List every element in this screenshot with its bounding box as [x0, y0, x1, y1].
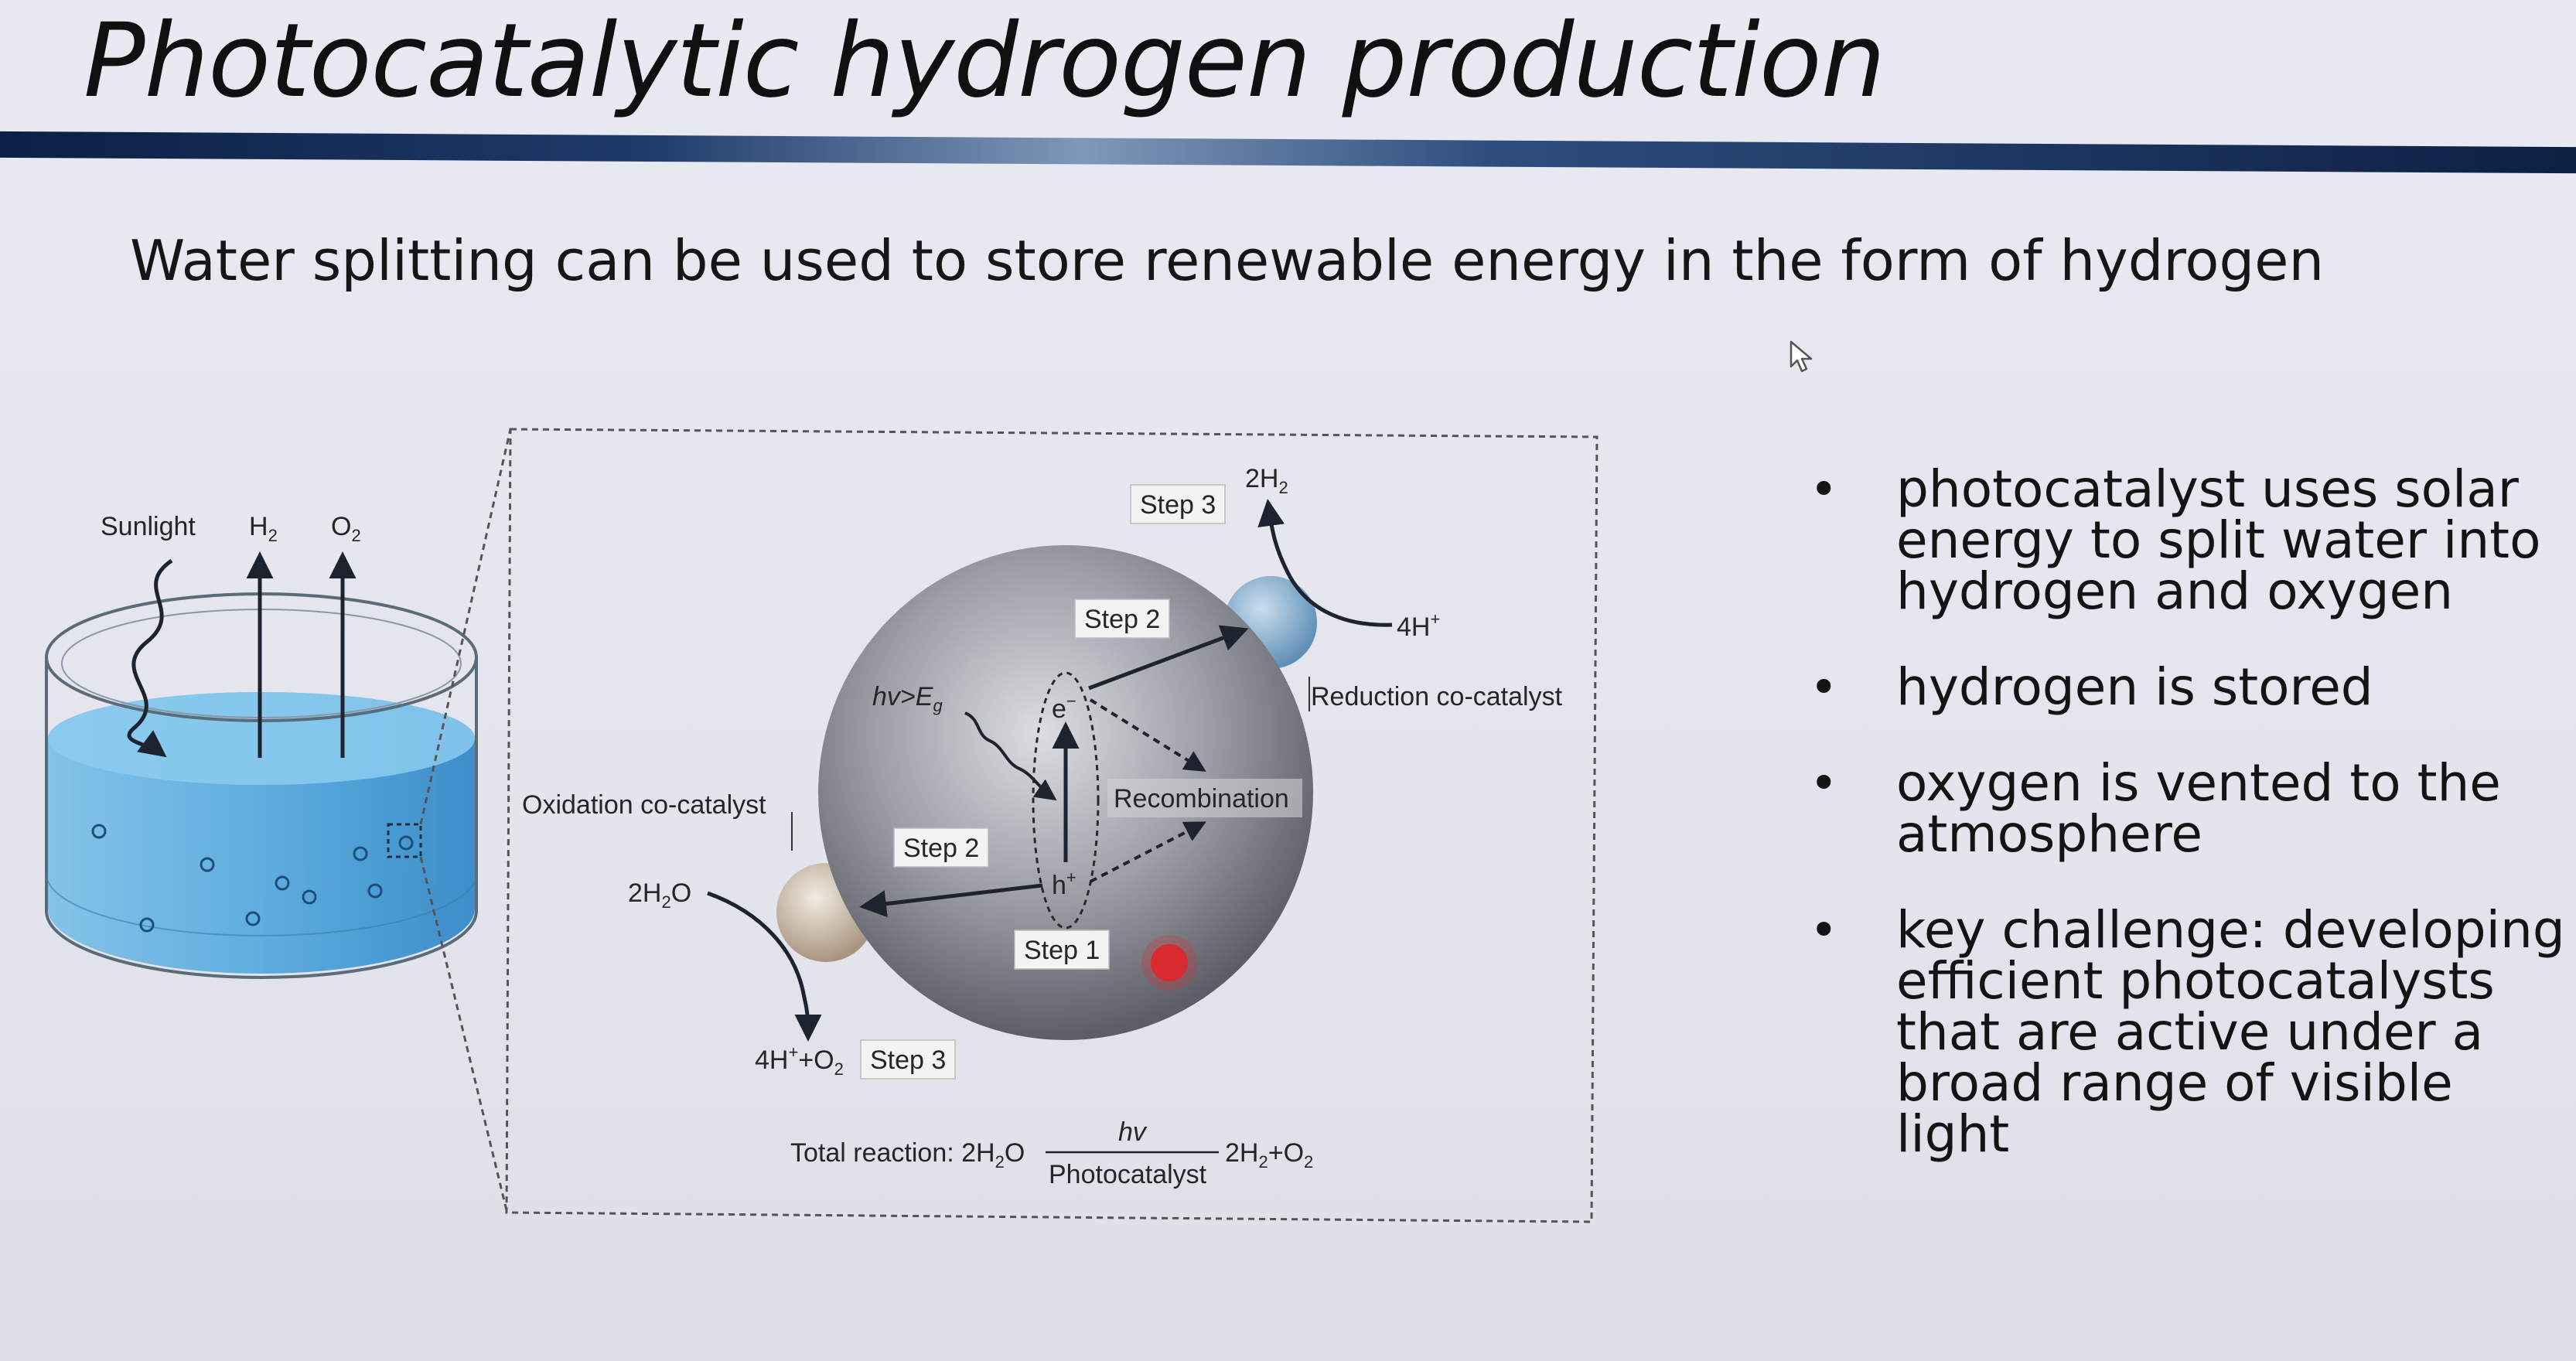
svg-text:h+: h+ — [1052, 868, 1076, 900]
step3-bottom-label: Step 3 — [870, 1045, 946, 1075]
electron-transfer-arrow — [1088, 625, 1249, 691]
particle — [200, 857, 215, 872]
step3-top-label: Step 3 — [1140, 490, 1216, 520]
particle — [245, 911, 261, 926]
particle — [367, 883, 383, 899]
slide-title: Photocatalytic hydrogen production — [84, 2, 1885, 121]
particle — [275, 875, 290, 891]
total-reaction: Total reaction: 2H2O hv Photocatalyst 2H… — [790, 1117, 1313, 1189]
bullet-dot: • — [1810, 902, 1838, 958]
sunlight-label: Sunlight — [101, 512, 196, 541]
oxidation-co-catalyst-label: Oxidation co-catalyst — [522, 790, 766, 820]
svg-text:hv>Eg: hv>Eg — [872, 682, 943, 715]
zoom-line-top — [419, 428, 512, 825]
chemistry-labels: 2H2 4H+ Reduction co-catalyst hv>Eg e− h… — [522, 464, 1563, 1079]
recombination-arrow-top — [1089, 698, 1206, 772]
photon-arrow — [964, 711, 1057, 801]
bullet-item: • oxygen is vented to the atmosphere — [1810, 753, 2501, 864]
recombination-arrow-bottom — [1090, 821, 1206, 883]
svg-text:Photocatalyst: Photocatalyst — [1049, 1160, 1207, 1189]
svg-text:e−: e− — [1052, 691, 1076, 724]
particle — [353, 846, 368, 861]
svg-text:hv: hv — [1118, 1117, 1148, 1147]
beaker: Sunlight H2 O2 — [45, 512, 478, 979]
step2-bottom-label: Step 2 — [903, 834, 979, 863]
water-splitting-diagram: Sunlight H2 O2 Ste — [45, 428, 1598, 1223]
mouse-pointer-icon — [1790, 340, 1813, 373]
zoom-box — [505, 428, 1598, 1223]
particle — [398, 835, 414, 851]
bullet-item: • photocatalyst uses solar energy to spli… — [1810, 459, 2541, 621]
particle — [302, 889, 317, 905]
svg-text:2H2O: 2H2O — [628, 878, 691, 912]
hole-transfer-arrow — [859, 883, 1043, 918]
bullet-dot: • — [1810, 755, 1838, 811]
zoom-region — [387, 823, 422, 858]
step2-top-label: Step 2 — [1084, 605, 1160, 634]
recombination-label: Recombination — [1114, 784, 1289, 814]
svg-text:Total reaction: 2H2O: Total reaction: 2H2O — [790, 1138, 1025, 1172]
bullet-dot: • — [1810, 659, 1838, 715]
bullet-list: • photocatalyst uses solar energy to spli… — [1810, 464, 2575, 1205]
svg-text:4H+: 4H+ — [1397, 609, 1440, 642]
svg-text:4H++O2: 4H++O2 — [755, 1042, 844, 1079]
step-labels: Step 3 Step 2 Step 2 Step 1 Step 3 Recom… — [860, 484, 1302, 1080]
svg-text:2H2: 2H2 — [1245, 464, 1288, 497]
step1-label: Step 1 — [1024, 936, 1100, 965]
bullet-dot: • — [1810, 461, 1838, 517]
bullet-item: • key challenge: developing efficient pho… — [1810, 900, 2565, 1164]
sunlight-arrow — [127, 558, 173, 758]
particle — [139, 917, 155, 933]
svg-text:O2: O2 — [331, 512, 361, 545]
svg-text:H2: H2 — [249, 512, 278, 545]
svg-text:2H2+O2: 2H2+O2 — [1225, 1138, 1313, 1172]
slide-subtitle: Water splitting can be used to store ren… — [130, 228, 2325, 293]
oxidation-reaction-arrow — [707, 891, 822, 1042]
reduction-reaction-arrow — [1257, 499, 1393, 627]
photocatalyst-particle — [707, 499, 1393, 1042]
reduction-co-catalyst-label: Reduction co-catalyst — [1311, 682, 1563, 711]
bullet-item: • hydrogen is stored — [1810, 657, 2373, 717]
laser-pointer-dot — [1151, 944, 1188, 981]
particle — [91, 824, 107, 839]
